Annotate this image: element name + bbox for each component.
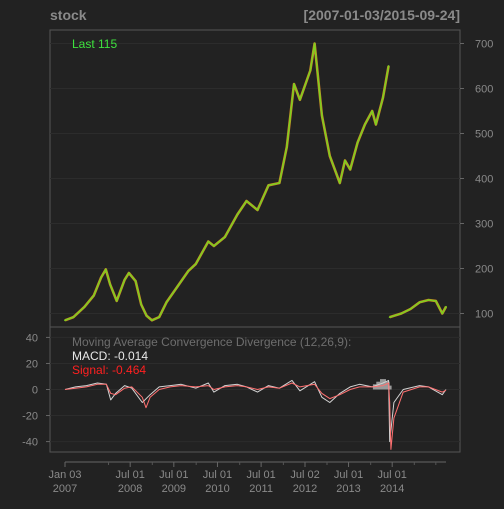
macd-line bbox=[64, 379, 447, 443]
price-point bbox=[145, 314, 148, 317]
price-y-tick-label: 700 bbox=[475, 39, 493, 51]
x-tick-label-month: Jul 01 bbox=[334, 469, 363, 481]
price-point bbox=[104, 268, 107, 271]
macd-grid bbox=[50, 336, 460, 443]
price-point bbox=[140, 303, 143, 306]
price-point bbox=[364, 123, 366, 126]
macd-y-tick-label: -40 bbox=[22, 437, 38, 449]
price-point bbox=[256, 209, 259, 211]
macd-y-tick-label: 20 bbox=[26, 358, 38, 370]
price-point bbox=[388, 316, 391, 318]
price-point bbox=[194, 263, 197, 265]
macd-y-tick-label: 0 bbox=[32, 385, 38, 397]
macd-histogram-bar bbox=[380, 379, 386, 390]
x-tick-label-month: Jul 01 bbox=[115, 469, 144, 481]
macd-panel-title: Moving Average Convergence Divergence (1… bbox=[72, 335, 351, 349]
x-tick-label-month: Jul 01 bbox=[246, 469, 275, 481]
price-point bbox=[100, 276, 102, 279]
x-tick-label-year: 2014 bbox=[380, 483, 404, 495]
price-point bbox=[445, 305, 447, 308]
price-point bbox=[313, 42, 316, 45]
price-point bbox=[151, 319, 153, 322]
price-point bbox=[382, 96, 384, 99]
price-y-tick-label: 500 bbox=[475, 129, 493, 141]
price-point bbox=[109, 283, 111, 286]
x-tick-label-year: 2013 bbox=[336, 483, 360, 495]
x-tick-label-year: 2011 bbox=[249, 483, 273, 495]
price-point bbox=[344, 159, 346, 162]
price-y-tick-label: 600 bbox=[475, 84, 493, 96]
signal-value-label: Signal: -0.464 bbox=[72, 363, 146, 377]
price-series bbox=[64, 42, 448, 322]
price-point bbox=[92, 294, 95, 297]
price-y-tick-label: 300 bbox=[475, 219, 493, 231]
price-point bbox=[134, 280, 137, 282]
price-point bbox=[72, 316, 75, 318]
macd-y-tick-label: 40 bbox=[26, 332, 38, 344]
x-tick-label-month: Jul 02 bbox=[290, 469, 319, 481]
price-point bbox=[387, 65, 390, 67]
chart-title: stock bbox=[50, 7, 87, 23]
price-point bbox=[321, 114, 323, 117]
date-range-label: [2007-01-03/2015-09-24] bbox=[304, 7, 460, 23]
last-value-legend: Last 115 bbox=[72, 37, 117, 51]
x-axis: Jan 03 2007 Jul 01 2008 Jul 01 2009 Jul 01 2010… bbox=[48, 461, 446, 495]
price-point bbox=[375, 123, 377, 126]
price-point bbox=[213, 245, 215, 247]
x-tick-label-year: 2008 bbox=[118, 483, 142, 495]
price-point bbox=[64, 319, 66, 322]
price-point bbox=[285, 146, 288, 148]
price-point bbox=[187, 269, 190, 272]
price-point bbox=[207, 240, 210, 243]
price-point bbox=[356, 141, 359, 144]
price-point bbox=[418, 301, 421, 304]
x-tick-label-year: 2010 bbox=[205, 483, 229, 495]
price-y-tick-label: 200 bbox=[475, 264, 493, 276]
x-tick-label-year: 2012 bbox=[293, 483, 317, 495]
macd-y-tick-label: -20 bbox=[22, 411, 38, 423]
price-grid bbox=[50, 43, 460, 314]
price-line bbox=[389, 299, 447, 318]
price-point bbox=[293, 83, 295, 85]
price-point bbox=[83, 305, 86, 308]
price-point bbox=[309, 69, 312, 72]
price-point bbox=[427, 299, 430, 301]
x-tick-label-year: 2009 bbox=[162, 483, 186, 495]
price-point bbox=[441, 312, 444, 315]
price-point bbox=[349, 168, 352, 171]
macd-series bbox=[64, 379, 447, 450]
price-point bbox=[165, 301, 168, 304]
price-point bbox=[224, 236, 226, 238]
price-point bbox=[127, 272, 130, 274]
price-point bbox=[328, 155, 331, 157]
x-tick-label-year: 2007 bbox=[53, 483, 77, 495]
x-tick-label-month: Jul 01 bbox=[203, 469, 232, 481]
price-y-tick-label: 100 bbox=[475, 309, 493, 321]
x-tick-label-month: Jul 01 bbox=[378, 469, 407, 481]
macd-value-label: MACD: -0.014 bbox=[72, 349, 148, 363]
price-point bbox=[176, 285, 179, 288]
price-point bbox=[409, 308, 412, 310]
price-point bbox=[158, 316, 161, 318]
price-point bbox=[278, 182, 281, 184]
price-point bbox=[434, 300, 437, 302]
price-y-tick-label: 400 bbox=[475, 174, 493, 186]
price-point bbox=[299, 98, 301, 101]
macd-y-ticks: -40 -20 0 20 40 bbox=[22, 332, 50, 449]
x-tick-label-month: Jan 03 bbox=[48, 469, 81, 481]
price-point bbox=[123, 278, 126, 281]
price-point bbox=[338, 182, 341, 184]
price-y-ticks: 100 200 300 400 500 600 700 bbox=[460, 39, 493, 321]
x-tick-label-month: Jul 01 bbox=[159, 469, 188, 481]
signal-line bbox=[64, 382, 447, 450]
price-point bbox=[400, 312, 403, 315]
price-point bbox=[115, 300, 118, 302]
price-point bbox=[245, 200, 248, 202]
price-point bbox=[267, 184, 270, 187]
price-point bbox=[371, 110, 374, 112]
price-point bbox=[236, 213, 239, 216]
